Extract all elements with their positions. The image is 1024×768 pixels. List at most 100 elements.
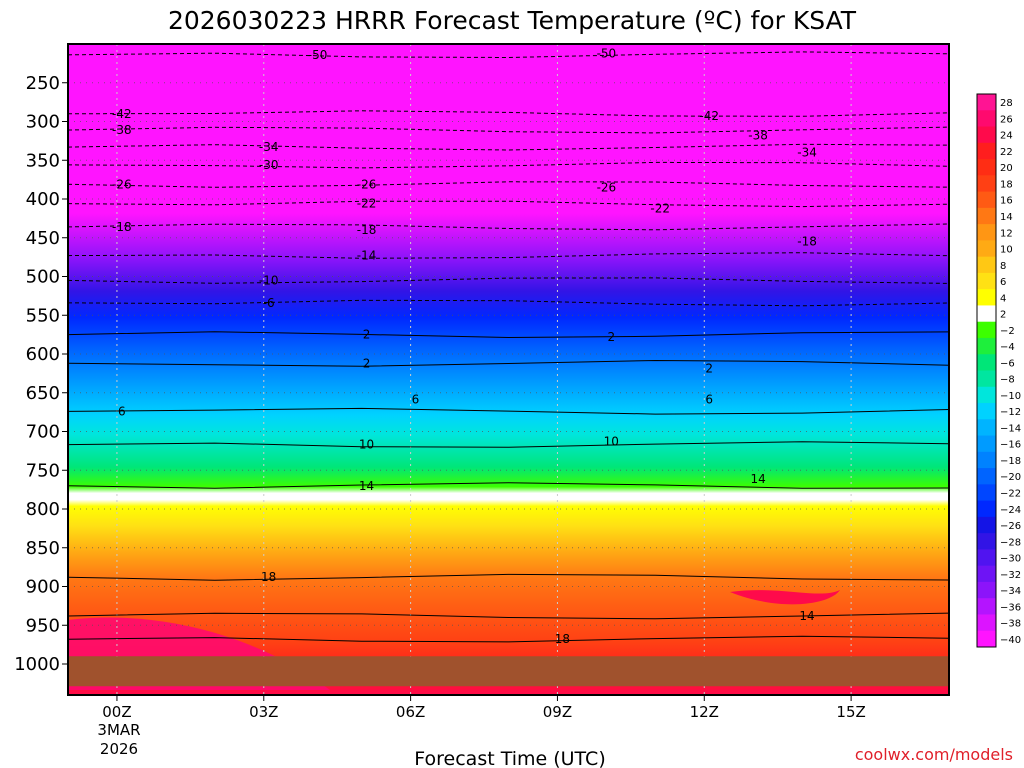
contour-label: -38 (112, 123, 132, 137)
contour-label: -42 (112, 107, 132, 121)
colorbar-tick-label: 26 (1000, 114, 1013, 125)
colorbar-swatch (977, 94, 996, 111)
colorbar-tick-label: −6 (1000, 358, 1015, 369)
colorbar-tick-label: 2 (1000, 310, 1006, 321)
colorbar-swatch (977, 224, 996, 241)
colorbar-swatch (977, 549, 996, 567)
y-tick-label: 650 (26, 383, 60, 404)
isotherm-line (68, 635, 949, 643)
colorbar-swatch (977, 159, 996, 176)
contour-label: -6 (263, 296, 275, 310)
temperature-field (68, 44, 949, 695)
colorbar-swatch (977, 630, 996, 648)
colorbar-tick-label: −2 (1000, 326, 1015, 337)
credit-text: coolwx.com/models (855, 745, 1013, 764)
colorbar-swatch (977, 451, 996, 469)
colorbar-tick-label: −20 (1000, 472, 1021, 483)
contour-label: -14 (357, 249, 377, 263)
contour-label: -22 (357, 197, 377, 211)
colorbar-swatch (977, 207, 996, 225)
contour-label: -34 (797, 146, 817, 160)
isotherm-line (68, 612, 949, 620)
colorbar-tick-label: −14 (1000, 423, 1021, 434)
x-tick-label: 06Z (396, 703, 425, 721)
colorbar-swatch (977, 110, 996, 128)
colorbar-swatch (977, 337, 996, 355)
contour-label: -26 (112, 177, 132, 191)
colorbar-swatch (977, 305, 996, 323)
contour-label: -22 (650, 201, 670, 215)
contour-label: 6 (412, 393, 420, 407)
colorbar-tick-label: 8 (1000, 261, 1006, 272)
colorbar-swatch (977, 175, 996, 193)
colorbar-swatch (977, 289, 996, 306)
colorbar-tick-label: 6 (1000, 277, 1006, 288)
y-tick-label: 1000 (14, 654, 60, 675)
colorbar-swatch (977, 321, 996, 339)
y-tick-label: 850 (26, 538, 60, 559)
colorbar-swatch (977, 484, 996, 502)
colorbar-swatch (977, 516, 996, 534)
isotherm-line (68, 573, 949, 581)
contour-label: 14 (799, 609, 814, 623)
contour-label: -50 (597, 46, 617, 60)
contour-label: -18 (797, 235, 817, 249)
colorbar-tick-label: 14 (1000, 212, 1013, 223)
colorbar-tick-label: 20 (1000, 163, 1013, 174)
x-tick-label: 15Z (836, 703, 865, 721)
contour-label: 2 (705, 362, 713, 376)
y-tick-label: 900 (26, 577, 60, 598)
colorbar-tick-label: −26 (1000, 521, 1021, 532)
colorbar-tick-label: −22 (1000, 488, 1021, 499)
colorbar-tick-label: 16 (1000, 196, 1013, 207)
colorbar-swatch (977, 191, 996, 209)
contour-label: 14 (750, 472, 765, 486)
contour-labels: -50 -50 -42 -42 -38 -38 -34 -34 -30 -26 -26 -26 -22 -… (112, 46, 817, 646)
chart-title: 2026030223 HRRR Forecast Temperature (ºC… (168, 6, 857, 35)
x-axis: 00Z 03Z 06Z 09Z 12Z 15Z (102, 695, 866, 721)
isotherm-contours (68, 51, 949, 643)
contour-label: -18 (112, 220, 132, 234)
ground-surface (68, 656, 949, 687)
x-tick-label: 00Z (102, 703, 131, 721)
colorbar-swatch (977, 240, 996, 258)
contour-label: 10 (359, 438, 374, 452)
colorbar-swatch (977, 435, 996, 453)
y-tick-label: 550 (26, 305, 60, 326)
contour-label: 18 (261, 570, 276, 584)
colorbar-swatch (977, 614, 996, 632)
contour-label: -26 (597, 180, 617, 194)
colorbar-tick-label: −4 (1000, 342, 1015, 353)
y-tick-label: 750 (26, 460, 60, 481)
contour-label: 2 (363, 328, 371, 342)
plot-area: -50 -50 -42 -42 -38 -38 -34 -34 -30 -26 -26 -26 -22 -… (68, 44, 949, 695)
y-tick-label: 500 (26, 267, 60, 288)
colorbar-swatch (977, 565, 996, 583)
isotherm-line (68, 407, 949, 415)
colorbar-tick-label: −32 (1000, 570, 1021, 581)
contour-label: -10 (259, 273, 279, 287)
x-axis-label: Forecast Time (UTC) (414, 748, 605, 768)
plot-frame (67, 43, 950, 696)
isotherm-line (68, 441, 949, 448)
colorbar-swatch (977, 126, 996, 144)
contour-label: -50 (308, 48, 328, 62)
contour-label: -38 (748, 128, 768, 142)
contour-label: 6 (705, 393, 713, 407)
y-tick-label: 250 (26, 73, 60, 94)
contour-label: -30 (259, 158, 279, 172)
colorbar-swatch (977, 533, 996, 550)
contour-label: 6 (118, 404, 126, 418)
colorbar-swatch (977, 581, 996, 599)
y-tick-label: 700 (26, 422, 60, 443)
colorbar-tick-label: −28 (1000, 537, 1021, 548)
colorbar-tick-label: −30 (1000, 554, 1021, 565)
y-tick-label: 600 (26, 344, 60, 365)
colorbar-swatch (977, 386, 996, 404)
date-label-day: 3MAR (97, 721, 140, 739)
contour-label: 2 (607, 330, 615, 344)
y-tick-label: 800 (26, 499, 60, 520)
colorbar-tick-label: −24 (1000, 505, 1021, 516)
colorbar-tick-label: −38 (1000, 619, 1021, 630)
colorbar-swatch (977, 419, 996, 437)
